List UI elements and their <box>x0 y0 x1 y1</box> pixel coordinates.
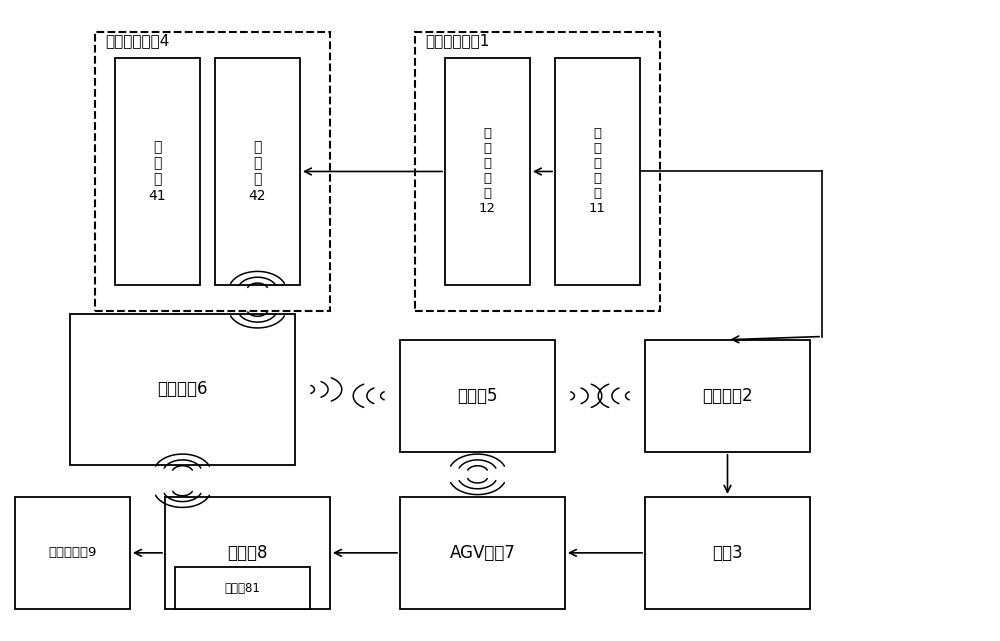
Text: 第
二
传
送
带
12: 第 二 传 送 带 12 <box>479 128 496 215</box>
Text: 扫
码
器
42: 扫 码 器 42 <box>249 140 266 203</box>
Bar <box>175 567 310 609</box>
Bar <box>645 497 810 609</box>
Bar <box>70 314 295 465</box>
Bar <box>15 497 130 609</box>
Text: AGV小车7: AGV小车7 <box>450 544 515 562</box>
Text: 下位机5: 下位机5 <box>457 387 498 405</box>
Bar <box>165 497 330 609</box>
Bar <box>445 58 530 285</box>
Text: 包装台8: 包装台8 <box>227 544 268 562</box>
Text: 扫
码
门
41: 扫 码 门 41 <box>149 140 166 203</box>
Text: 顶料机构2: 顶料机构2 <box>702 387 753 405</box>
Text: 第三传送带9: 第三传送带9 <box>48 546 97 560</box>
Bar <box>415 32 660 311</box>
Bar <box>115 58 200 285</box>
Text: 第一扫码机构4: 第一扫码机构4 <box>105 33 169 48</box>
Text: 水平运输机构1: 水平运输机构1 <box>425 33 489 48</box>
Bar <box>555 58 640 285</box>
Bar <box>95 32 330 311</box>
Text: 包裹3: 包裹3 <box>712 544 743 562</box>
Text: 主控设备6: 主控设备6 <box>157 380 208 399</box>
Text: 第
一
传
送
带
11: 第 一 传 送 带 11 <box>589 128 606 215</box>
Bar <box>400 497 565 609</box>
Bar <box>645 340 810 452</box>
Bar <box>215 58 300 285</box>
Text: 显示屏81: 显示屏81 <box>225 581 260 595</box>
Bar <box>400 340 555 452</box>
